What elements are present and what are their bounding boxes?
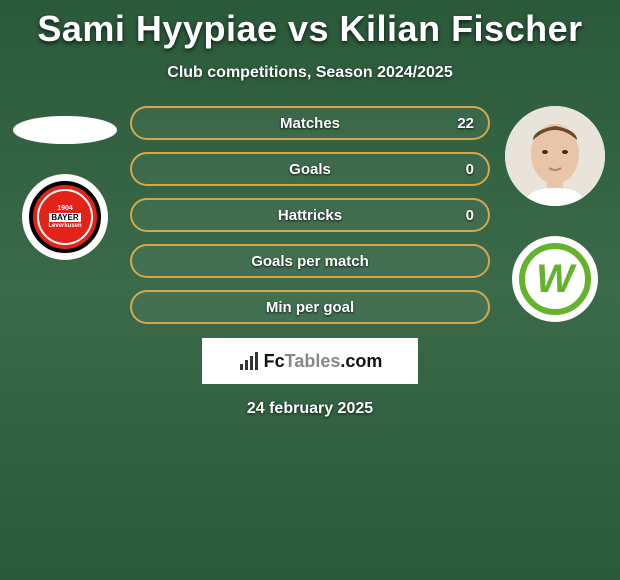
chart-icon xyxy=(238,350,260,372)
update-date: 24 february 2025 xyxy=(0,400,620,418)
logo-part2: Tables xyxy=(285,351,341,371)
stat-label: Hattricks xyxy=(132,207,488,224)
subtitle: Club competitions, Season 2024/2025 xyxy=(0,64,620,82)
stat-row-hattricks: Hattricks 0 xyxy=(130,198,490,232)
bayer-badge-icon: 1904 BAYER Leverkusen xyxy=(29,181,101,253)
logo-text: FcTables.com xyxy=(264,351,383,372)
logo-part3: .com xyxy=(340,351,382,371)
stat-row-goals: Goals 0 xyxy=(130,152,490,186)
stat-right-value: 0 xyxy=(466,161,474,178)
wolfsburg-badge-icon: W xyxy=(519,243,591,315)
player-left-avatar xyxy=(13,116,117,144)
player-right-column: W xyxy=(500,106,620,322)
bayer-city: Leverkusen xyxy=(48,223,81,229)
stat-row-matches: Matches 22 xyxy=(130,106,490,140)
stat-right-value: 22 xyxy=(457,115,474,132)
stat-label: Matches xyxy=(132,115,488,132)
club-right-badge: W xyxy=(512,236,598,322)
player-right-avatar xyxy=(505,106,605,206)
stat-label: Goals xyxy=(132,161,488,178)
player-face-icon xyxy=(505,106,605,206)
stat-label: Goals per match xyxy=(132,253,488,270)
comparison-container: 1904 BAYER Leverkusen Matches 22 Goals 0… xyxy=(0,106,620,324)
stat-right-value: 0 xyxy=(466,207,474,224)
bayer-year: 1904 xyxy=(57,205,73,212)
logo-part1: Fc xyxy=(264,351,285,371)
stat-label: Min per goal xyxy=(132,299,488,316)
page-title: Sami Hyypiae vs Kilian Fischer xyxy=(0,0,620,50)
bayer-name: BAYER xyxy=(49,213,80,222)
player-left-column: 1904 BAYER Leverkusen xyxy=(0,106,120,260)
stats-column: Matches 22 Goals 0 Hattricks 0 Goals per… xyxy=(120,106,500,324)
club-left-badge: 1904 BAYER Leverkusen xyxy=(22,174,108,260)
stat-row-min-per-goal: Min per goal xyxy=(130,290,490,324)
fctables-logo: FcTables.com xyxy=(202,338,418,384)
stat-row-goals-per-match: Goals per match xyxy=(130,244,490,278)
